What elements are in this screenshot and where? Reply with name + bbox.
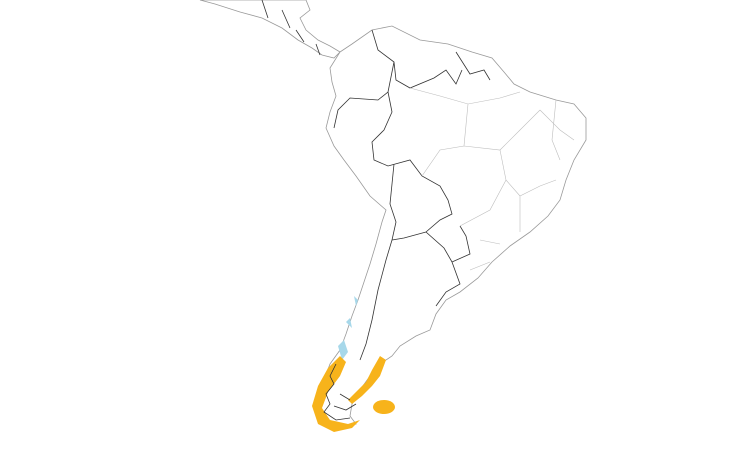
south-america <box>317 25 587 429</box>
coast-detail <box>323 363 357 421</box>
range-blue <box>338 296 358 360</box>
central-america-borders <box>261 0 321 56</box>
range-orange-east <box>348 356 386 404</box>
state-borders <box>409 87 575 271</box>
range-orange <box>312 356 360 432</box>
central-america <box>199 0 341 59</box>
range-orange-falklands <box>373 400 395 414</box>
